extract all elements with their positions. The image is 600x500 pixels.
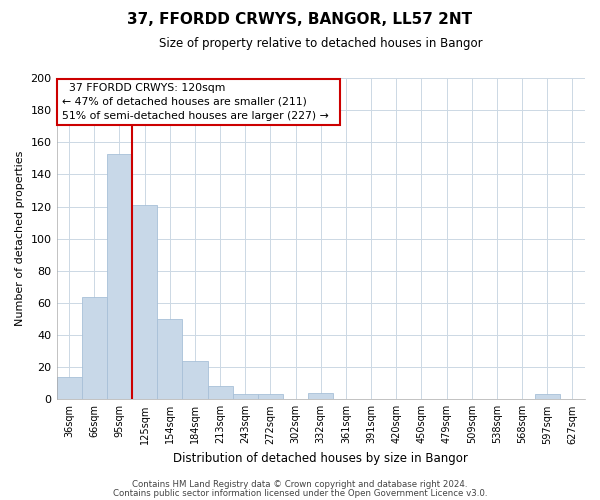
Bar <box>56 377 82 400</box>
Y-axis label: Number of detached properties: Number of detached properties <box>15 151 25 326</box>
Bar <box>208 386 233 400</box>
Text: Contains public sector information licensed under the Open Government Licence v3: Contains public sector information licen… <box>113 488 487 498</box>
Bar <box>132 205 157 400</box>
Bar <box>233 394 258 400</box>
Bar <box>535 394 560 400</box>
Bar <box>82 296 107 400</box>
X-axis label: Distribution of detached houses by size in Bangor: Distribution of detached houses by size … <box>173 452 468 465</box>
Bar <box>258 394 283 400</box>
Text: Contains HM Land Registry data © Crown copyright and database right 2024.: Contains HM Land Registry data © Crown c… <box>132 480 468 489</box>
Text: 37, FFORDD CRWYS, BANGOR, LL57 2NT: 37, FFORDD CRWYS, BANGOR, LL57 2NT <box>127 12 473 28</box>
Text: 37 FFORDD CRWYS: 120sqm
← 47% of detached houses are smaller (211)
51% of semi-d: 37 FFORDD CRWYS: 120sqm ← 47% of detache… <box>62 83 335 121</box>
Bar <box>107 154 132 400</box>
Bar <box>157 319 182 400</box>
Bar <box>308 393 334 400</box>
Bar <box>182 361 208 400</box>
Title: Size of property relative to detached houses in Bangor: Size of property relative to detached ho… <box>159 38 482 51</box>
